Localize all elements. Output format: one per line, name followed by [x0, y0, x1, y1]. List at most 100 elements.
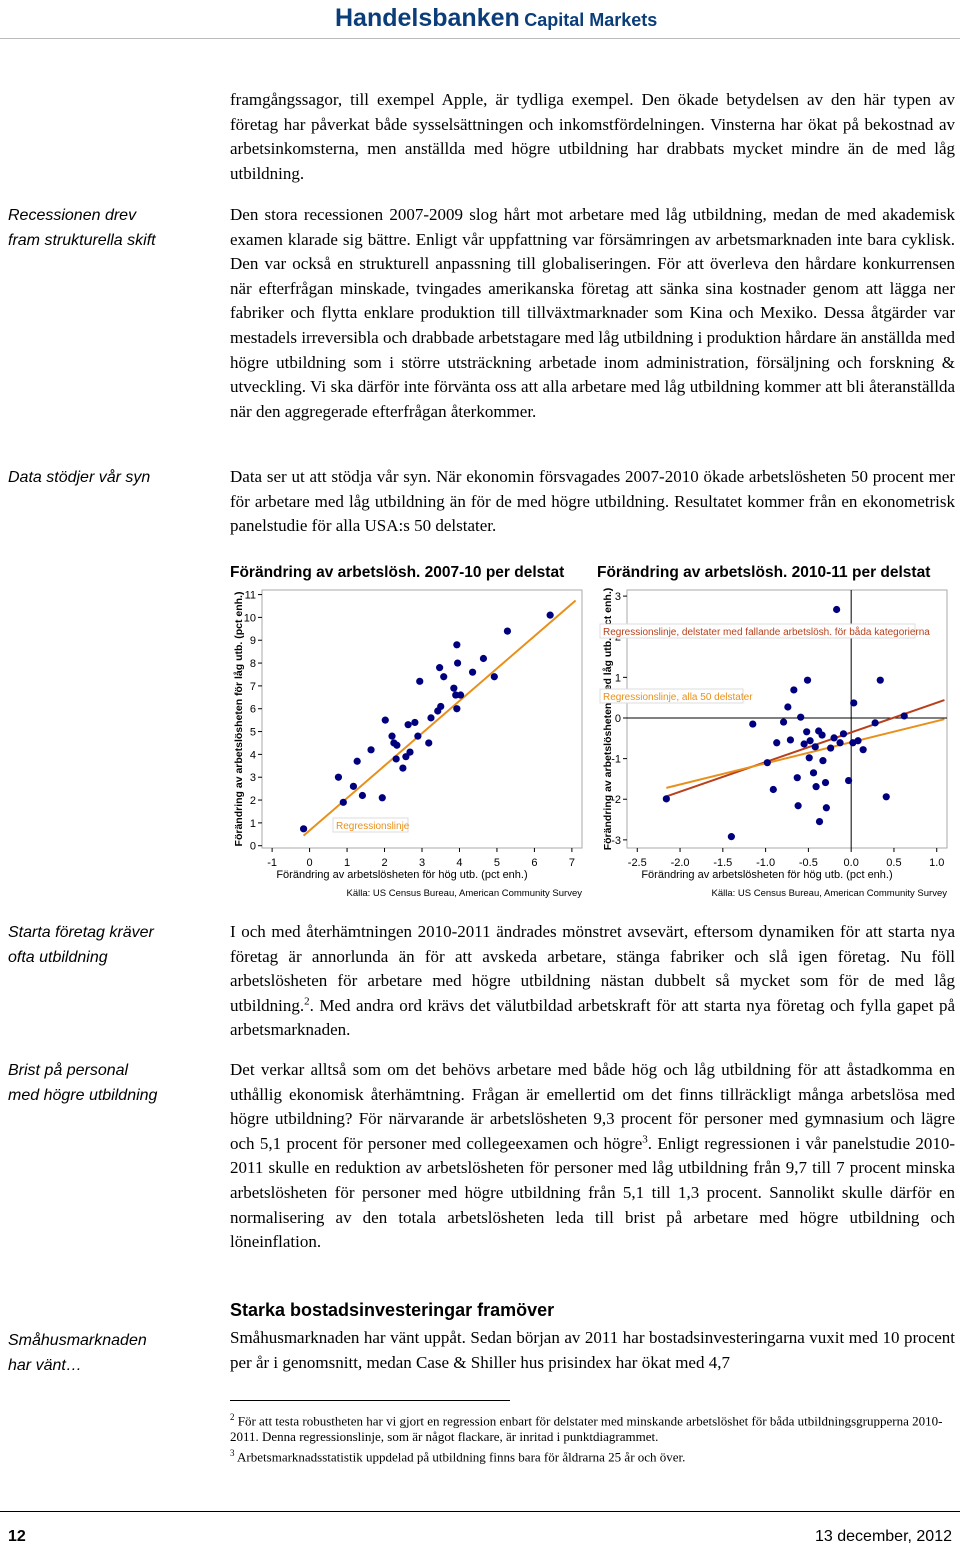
point	[769, 785, 777, 794]
point	[299, 825, 308, 833]
point	[821, 778, 830, 787]
point	[339, 798, 347, 806]
point	[784, 703, 792, 711]
x-tick-label: -1.0	[756, 857, 775, 869]
x-tick-label: 6	[531, 857, 537, 869]
y-tick-label: 11	[245, 590, 256, 602]
logo: Handelsbanken Capital Markets	[335, 4, 657, 33]
point	[358, 791, 367, 800]
x-axis-title: Förändring av arbetslösheten för hög utb…	[641, 869, 892, 881]
label-box	[332, 817, 409, 833]
point	[797, 713, 805, 721]
label-box	[599, 623, 916, 639]
point	[806, 737, 814, 745]
point	[440, 673, 448, 681]
x-tick-label: 0	[307, 857, 313, 869]
x-axis-title: Förändring av arbetslösheten för hög utb…	[276, 869, 527, 881]
point	[854, 737, 862, 745]
point	[900, 712, 908, 720]
y-tick-label: 4	[250, 749, 256, 761]
sidenote: Småhusmarknaden har vänt…	[8, 1328, 147, 1378]
point	[393, 741, 401, 749]
point	[815, 817, 824, 826]
point	[786, 736, 795, 744]
y-tick-label: 1	[615, 672, 621, 684]
point	[406, 748, 414, 756]
y-tick-label: 5	[250, 727, 256, 739]
paragraph: Data ser ut att stödja vår syn. När ekon…	[230, 465, 955, 539]
label-box	[599, 688, 744, 704]
point	[763, 759, 771, 767]
point	[871, 719, 879, 727]
point	[402, 753, 410, 761]
x-tick-label: -2.0	[671, 857, 690, 869]
footer-rule	[0, 1511, 960, 1512]
paragraph: Den stora recessionen 2007-2009 slog hår…	[230, 203, 955, 424]
x-tick-label: -2.5	[628, 857, 647, 869]
sidenote-line: har vänt…	[8, 1357, 82, 1374]
point	[503, 627, 512, 635]
y-tick-label: 3	[250, 772, 256, 784]
point	[479, 654, 488, 663]
point	[805, 754, 813, 762]
point	[367, 746, 375, 754]
sidenote-line: Starta företag kräver	[8, 924, 154, 941]
footnote-ref: 3	[642, 1133, 648, 1146]
footnote: 2 För att testa robustheten har vi gjort…	[230, 1409, 955, 1445]
point	[794, 802, 802, 810]
x-tick-label: -0.5	[799, 857, 818, 869]
point	[822, 804, 830, 812]
y-tick-label: 2	[250, 795, 256, 807]
y-tick-label: -1	[611, 754, 621, 766]
logo-main: Handelsbanken	[335, 4, 520, 32]
plot-frame	[261, 589, 583, 849]
heading: Starka bostadsinvesteringar framöver	[230, 1300, 555, 1320]
regression-line	[302, 599, 577, 837]
point	[427, 714, 435, 722]
sidenote: Recessionen drev fram strukturella skift	[8, 203, 156, 253]
point	[334, 773, 343, 781]
point	[859, 746, 867, 754]
footnote-ref: 2	[304, 995, 310, 1008]
footnote: 3 Arbetsmarknadsstatistik uppdelad på ut…	[230, 1445, 955, 1465]
point	[437, 702, 445, 711]
y-tick-label: 10	[244, 612, 256, 624]
point	[803, 728, 811, 736]
x-tick-label: 5	[494, 857, 500, 869]
point	[490, 673, 498, 681]
point	[425, 739, 433, 747]
point	[773, 739, 781, 747]
point	[800, 740, 808, 748]
point	[349, 782, 358, 790]
line-label: Regressionslinje	[336, 821, 410, 832]
text: . Med andra ord krävs det välutbildad ar…	[230, 995, 955, 1040]
point	[749, 720, 757, 728]
point	[392, 755, 400, 763]
point	[662, 795, 670, 803]
point	[830, 734, 838, 742]
chart: Förändring av arbetslösh. 2010-11 per de…	[597, 564, 948, 899]
source: Källa: US Census Bureau, American Commun…	[347, 888, 583, 899]
regression-line	[666, 699, 945, 798]
point	[882, 793, 890, 801]
sidenote-line: ofta utbildning	[8, 949, 108, 966]
y-tick-label: 0	[250, 841, 256, 853]
paragraph: framgångssagor, till exempel Apple, är t…	[230, 88, 955, 186]
plot-frame	[626, 589, 948, 849]
x-tick-label: 3	[419, 857, 425, 869]
x-tick-label: 2	[381, 857, 387, 869]
point	[416, 677, 424, 685]
x-tick-label: 1	[344, 857, 350, 869]
footnotes: 2 För att testa robustheten har vi gjort…	[230, 1409, 955, 1466]
y-tick-label: 6	[250, 704, 256, 716]
x-tick-label: 4	[456, 857, 462, 869]
point	[727, 833, 735, 841]
point	[378, 794, 386, 802]
point	[411, 718, 419, 727]
footnote-rule	[230, 1400, 510, 1401]
chart: Förändring av arbetslösh. 2007-10 per de…	[230, 564, 583, 899]
point	[812, 783, 820, 791]
y-tick-label: 0	[615, 713, 621, 725]
point	[546, 611, 554, 619]
